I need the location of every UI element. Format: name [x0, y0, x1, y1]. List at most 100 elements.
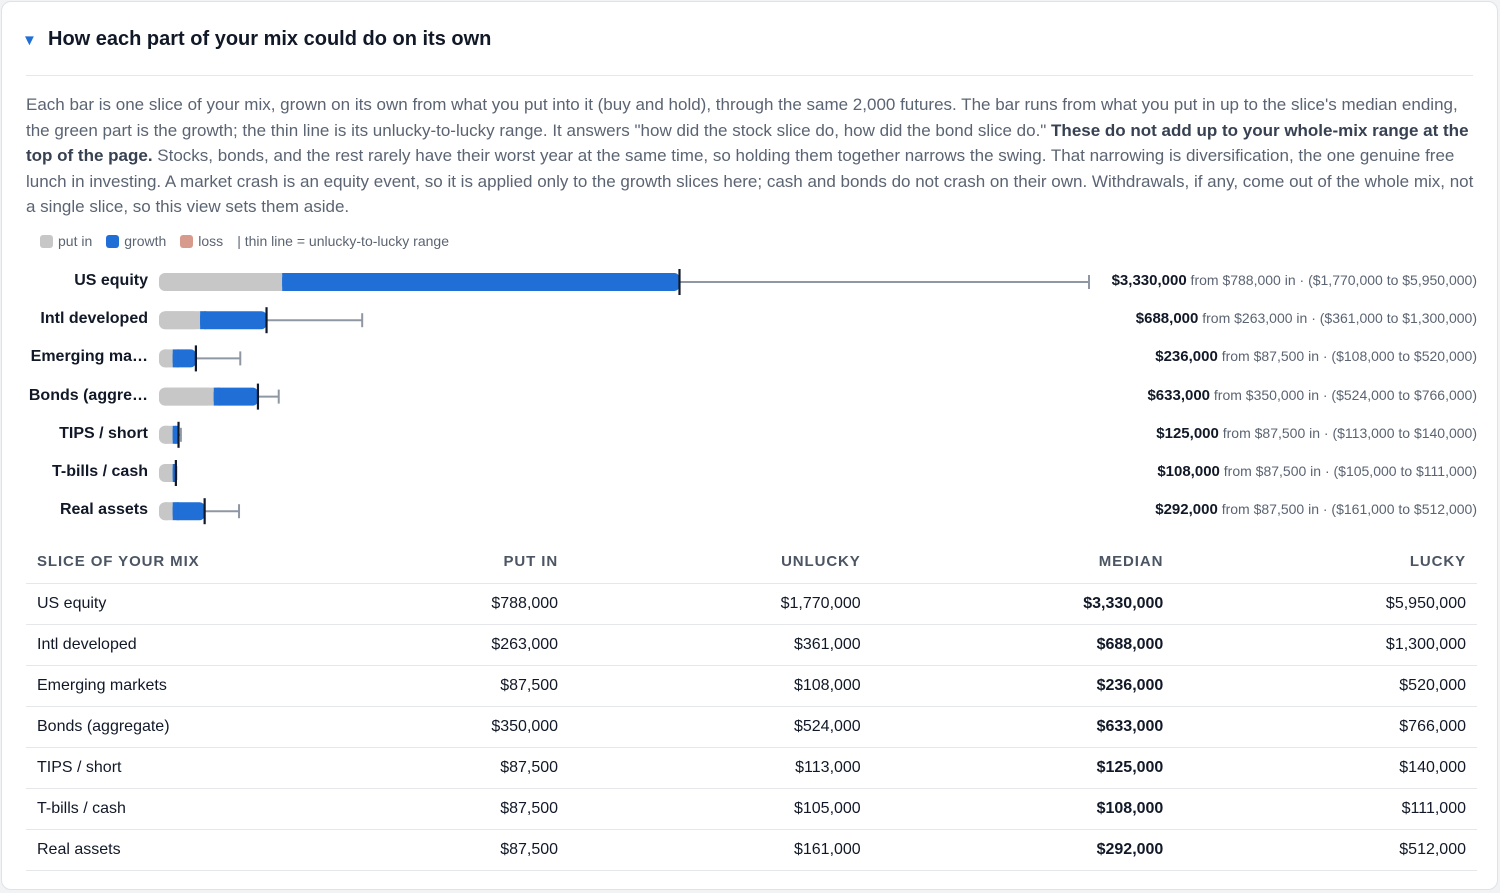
cell-median: $633,000 [871, 706, 1175, 748]
cell-lucky: $766,000 [1174, 706, 1477, 748]
growth-bar-join [172, 464, 176, 482]
cell-put-in: $87,500 [306, 829, 570, 871]
cell-lucky: $512,000 [1174, 829, 1477, 871]
row-value: $108,000 from $87,500 in · ($105,000 to … [1157, 463, 1477, 480]
cell-lucky: $140,000 [1174, 747, 1477, 789]
row-value: $125,000 from $87,500 in · ($113,000 to … [1156, 425, 1477, 442]
cell-slice: US equity [26, 583, 306, 625]
growth-bar-join [200, 311, 207, 330]
row-label: T-bills / cash [51, 463, 148, 480]
table-row: T-bills / cash $87,500 $105,000 $108,000… [26, 788, 1477, 830]
cell-lucky: $111,000 [1174, 788, 1477, 830]
explanation-bold: These do not add up to your whole-mix ra… [26, 120, 1469, 166]
median-value: $3,330,000 [1111, 272, 1187, 289]
cell-median: $3,330,000 [871, 583, 1175, 625]
section-title: How each part of your mix could do on it… [48, 27, 492, 50]
cell-lucky: $520,000 [1174, 665, 1477, 707]
median-value: $688,000 [1135, 310, 1199, 328]
cell-slice: Bonds (aggregate) [26, 706, 306, 748]
cell-unlucky: $1,770,000 [569, 583, 872, 625]
cell-slice: Real assets [26, 829, 306, 871]
legend-loss-label: loss [198, 233, 224, 249]
cell-slice: Intl developed [26, 624, 306, 666]
legend-growth-label: growth [124, 233, 167, 249]
column-header-put-in: Put in [306, 540, 570, 584]
explanation-part-1: Each bar is one slice of your mix, grown… [26, 95, 1458, 140]
growth-bar-join [172, 502, 179, 521]
cell-unlucky: $524,000 [569, 706, 872, 748]
put-in-bar-fill [165, 273, 283, 291]
put-in-swatch [40, 234, 53, 248]
growth-bar [213, 387, 258, 406]
range-detail: from $788,000 in · ($1,770,000 to $5,950… [1186, 272, 1477, 288]
cell-median: $108,000 [871, 788, 1175, 830]
table-row: Emerging markets $87,500 $108,000 $236,0… [26, 665, 1477, 707]
cell-median: $292,000 [871, 829, 1175, 871]
cell-slice: TIPS / short [26, 747, 306, 789]
row-value: $236,000 from $87,500 in · ($108,000 to … [1155, 348, 1477, 365]
cell-lucky: $1,300,000 [1174, 624, 1477, 666]
put-in-bar-fill [165, 387, 214, 406]
row-label: US equity [74, 272, 148, 289]
put-in-bar-fill [165, 425, 173, 444]
growth-bar-join [172, 425, 179, 444]
legend-range-label: | thin line = unlucky-to-lucky range [237, 233, 449, 249]
column-header-slice: Slice of your mix [26, 540, 306, 584]
legend-put-in-label: put in [58, 233, 93, 249]
median-value: $108,000 [1157, 463, 1220, 480]
cell-put-in: $263,000 [306, 624, 570, 666]
cell-unlucky: $113,000 [569, 747, 872, 789]
slice-table: Slice of your mix Put in Unlucky Median … [26, 540, 1477, 871]
median-value: $633,000 [1147, 386, 1211, 404]
table-row: TIPS / short $87,500 $113,000 $125,000 $… [26, 747, 1477, 789]
legend-put-in: put in [40, 233, 92, 249]
table-row: Bonds (aggregate) $350,000 $524,000 $633… [26, 706, 1477, 748]
table-header-row: Slice of your mix Put in Unlucky Median … [26, 540, 1477, 584]
column-header-lucky: Lucky [1174, 540, 1477, 584]
cell-put-in: $87,500 [306, 665, 570, 707]
cell-unlucky: $161,000 [569, 829, 872, 871]
cell-put-in: $788,000 [306, 583, 570, 625]
explanation-text: Each bar is one slice of your mix, grown… [26, 92, 1476, 220]
cell-put-in: $87,500 [306, 788, 570, 830]
cell-median: $688,000 [871, 624, 1175, 666]
legend-range: | thin line = unlucky-to-lucky range [237, 233, 449, 249]
chart-legend: put in growth loss | thin line = unlucky… [40, 233, 463, 249]
slice-bar-chart: US equity $3,330,000 from $788,000 in · (… [2, 264, 1500, 532]
row-label: Bonds (aggre… [28, 386, 148, 404]
cell-median: $236,000 [871, 665, 1175, 707]
range-detail: from $263,000 in · ($361,000 to $1,300,0… [1198, 310, 1477, 327]
row-label: Real assets [59, 501, 148, 519]
table-row: Real assets $87,500 $161,000 $292,000 $5… [26, 829, 1477, 871]
growth-bar [200, 311, 267, 330]
cell-unlucky: $361,000 [569, 624, 872, 666]
legend-growth: growth [106, 233, 166, 249]
row-label: Emerging ma… [30, 348, 148, 366]
cell-put-in: $87,500 [306, 747, 570, 789]
cell-put-in: $350,000 [306, 706, 570, 748]
growth-bar [172, 502, 205, 521]
caret-down-icon[interactable]: ▼ [22, 31, 37, 49]
growth-bar [282, 273, 680, 291]
column-header-unlucky: Unlucky [569, 540, 872, 584]
explanation-part-2: Stocks, bonds, and the rest rarely have … [26, 146, 1474, 217]
growth-swatch [106, 234, 120, 248]
cell-slice: Emerging markets [26, 665, 306, 707]
cell-unlucky: $108,000 [569, 665, 872, 707]
row-value: $3,330,000 from $788,000 in · ($1,770,00… [1112, 272, 1477, 289]
cell-median: $125,000 [871, 747, 1175, 789]
range-detail: from $350,000 in · ($524,000 to $766,000… [1210, 386, 1477, 403]
row-value: $688,000 from $263,000 in · ($361,000 to… [1136, 310, 1477, 327]
cell-unlucky: $105,000 [569, 788, 872, 830]
range-detail: from $87,500 in · ($105,000 to $111,000) [1219, 463, 1477, 479]
section-toggle[interactable]: ▼ How each part of your mix could do on … [2, 2, 1497, 76]
put-in-bar-fill [165, 464, 173, 482]
range-detail: from $87,500 in · ($108,000 to $520,000) [1217, 348, 1477, 365]
table-row: Intl developed $263,000 $361,000 $688,00… [26, 624, 1477, 666]
median-value: $236,000 [1155, 348, 1218, 366]
put-in-bar-fill [165, 311, 201, 330]
median-value: $125,000 [1156, 424, 1219, 442]
range-detail: from $87,500 in · ($113,000 to $140,000) [1218, 424, 1477, 441]
table-row: US equity $788,000 $1,770,000 $3,330,000… [26, 583, 1477, 625]
